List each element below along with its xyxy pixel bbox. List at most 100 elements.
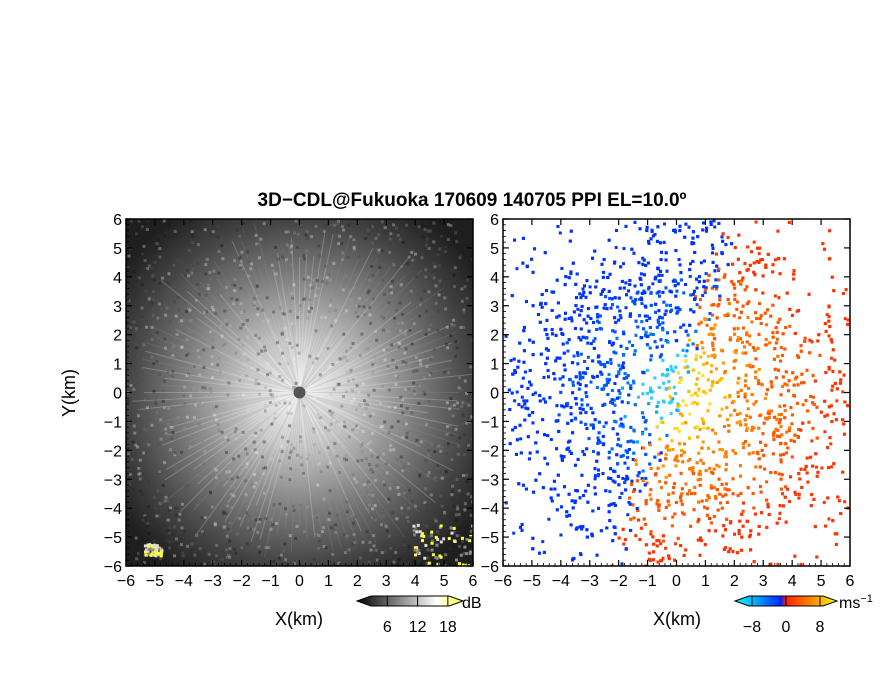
- velocity-pixel: [741, 501, 745, 505]
- reflectivity-speckle: [187, 274, 191, 278]
- reflectivity-radial-streak: [299, 257, 361, 393]
- reflectivity-speckle: [140, 228, 144, 232]
- velocity-pixel: [640, 301, 644, 305]
- velocity-pixel: [682, 553, 686, 557]
- reflectivity-radial-streak: [231, 240, 300, 393]
- velocity-pixel: [658, 480, 662, 484]
- reflectivity-speckle: [278, 401, 282, 405]
- velocity-pixel: [753, 273, 757, 277]
- reflectivity-speckle: [227, 527, 231, 531]
- velocity-pixel: [682, 442, 686, 446]
- reflectivity-speckle: [152, 362, 156, 366]
- reflectivity-speckle: [245, 250, 249, 254]
- velocity-pixel: [582, 290, 586, 294]
- reflectivity-speckle: [127, 225, 131, 229]
- velocity-pixel: [606, 476, 610, 480]
- reflectivity-radial-streak: [299, 392, 458, 402]
- velocity-pixel: [593, 492, 597, 496]
- reflectivity-speckle: [153, 261, 157, 265]
- velocity-pixel: [662, 400, 666, 404]
- reflectivity-speckle: [322, 229, 326, 233]
- reflectivity-speckle: [129, 325, 133, 329]
- reflectivity-speckle: [384, 549, 388, 553]
- velocity-pixel: [591, 423, 595, 427]
- reflectivity-radial-streak: [259, 392, 300, 540]
- reflectivity-speckle: [368, 305, 372, 309]
- reflectivity-speckle: [158, 372, 162, 376]
- reflectivity-speckle: [173, 453, 177, 457]
- reflectivity-speckle: [373, 364, 377, 368]
- velocity-pixel: [748, 535, 752, 539]
- velocity-pixel: [783, 416, 787, 420]
- reflectivity-high-echo-pixel: [146, 550, 150, 554]
- velocity-pixel: [527, 457, 531, 461]
- velocity-pixel: [667, 448, 671, 452]
- velocity-pixel: [706, 378, 710, 382]
- velocity-pixel: [787, 220, 791, 224]
- reflectivity-speckle: [459, 253, 463, 257]
- velocity-pixel: [565, 341, 569, 345]
- reflectivity-speckle: [175, 258, 179, 262]
- reflectivity-x-tick-label: 3: [382, 573, 391, 590]
- velocity-pixel: [750, 250, 754, 254]
- velocity-pixel: [731, 449, 735, 453]
- reflectivity-speckle: [431, 346, 435, 350]
- velocity-pixel: [694, 295, 698, 299]
- velocity-pixel: [544, 347, 548, 351]
- velocity-pixel: [760, 258, 764, 262]
- velocity-pixel: [754, 220, 758, 224]
- reflectivity-speckle: [320, 315, 324, 319]
- reflectivity-speckle: [297, 306, 301, 310]
- velocity-pixel: [697, 518, 701, 522]
- reflectivity-speckle: [405, 435, 409, 439]
- reflectivity-speckle: [179, 284, 183, 288]
- reflectivity-speckle: [270, 527, 274, 531]
- velocity-pixel: [700, 340, 704, 344]
- velocity-pixel: [787, 389, 791, 393]
- reflectivity-speckle: [131, 440, 135, 444]
- reflectivity-speckle: [382, 480, 386, 484]
- reflectivity-speckle: [156, 316, 160, 320]
- reflectivity-speckle: [242, 352, 246, 356]
- reflectivity-speckle: [180, 345, 184, 349]
- reflectivity-high-echo-pixel: [155, 544, 159, 548]
- reflectivity-speckle: [413, 392, 417, 396]
- velocity-pixel: [578, 371, 582, 375]
- velocity-pixel: [539, 352, 543, 356]
- reflectivity-high-echo-pixel: [430, 541, 434, 545]
- reflectivity-speckle: [337, 382, 341, 386]
- reflectivity-speckle: [170, 346, 174, 350]
- reflectivity-speckle: [367, 560, 371, 564]
- reflectivity-speckle: [227, 553, 231, 557]
- velocity-pixel: [736, 338, 740, 342]
- velocity-pixel: [703, 291, 707, 295]
- velocity-pixel: [606, 393, 610, 397]
- reflectivity-speckle: [142, 343, 146, 347]
- reflectivity-speckle: [332, 261, 336, 265]
- reflectivity-speckle: [322, 469, 326, 473]
- velocity-pixel: [801, 403, 805, 407]
- reflectivity-speckle: [471, 500, 473, 504]
- reflectivity-speckle: [318, 451, 322, 455]
- velocity-pixel: [807, 292, 811, 296]
- reflectivity-speckle: [126, 447, 130, 451]
- reflectivity-radial-streak: [161, 384, 300, 393]
- velocity-pixel: [617, 296, 621, 300]
- velocity-pixel: [655, 404, 659, 408]
- velocity-pixel: [642, 273, 646, 277]
- reflectivity-speckle: [169, 506, 173, 510]
- reflectivity-speckle: [396, 485, 400, 489]
- reflectivity-speckle: [389, 285, 393, 289]
- reflectivity-speckle: [312, 557, 316, 561]
- velocity-pixel: [599, 529, 603, 533]
- reflectivity-speckle: [364, 457, 368, 461]
- reflectivity-radial-streak: [299, 392, 410, 457]
- reflectivity-radial-streak: [176, 321, 300, 393]
- reflectivity-speckle: [204, 272, 208, 276]
- velocity-pixel: [834, 418, 838, 422]
- velocity-pixel: [715, 316, 719, 320]
- velocity-pixel: [732, 314, 736, 318]
- reflectivity-radial-streak: [180, 273, 300, 393]
- reflectivity-speckle: [336, 220, 340, 224]
- velocity-pixel: [829, 338, 833, 342]
